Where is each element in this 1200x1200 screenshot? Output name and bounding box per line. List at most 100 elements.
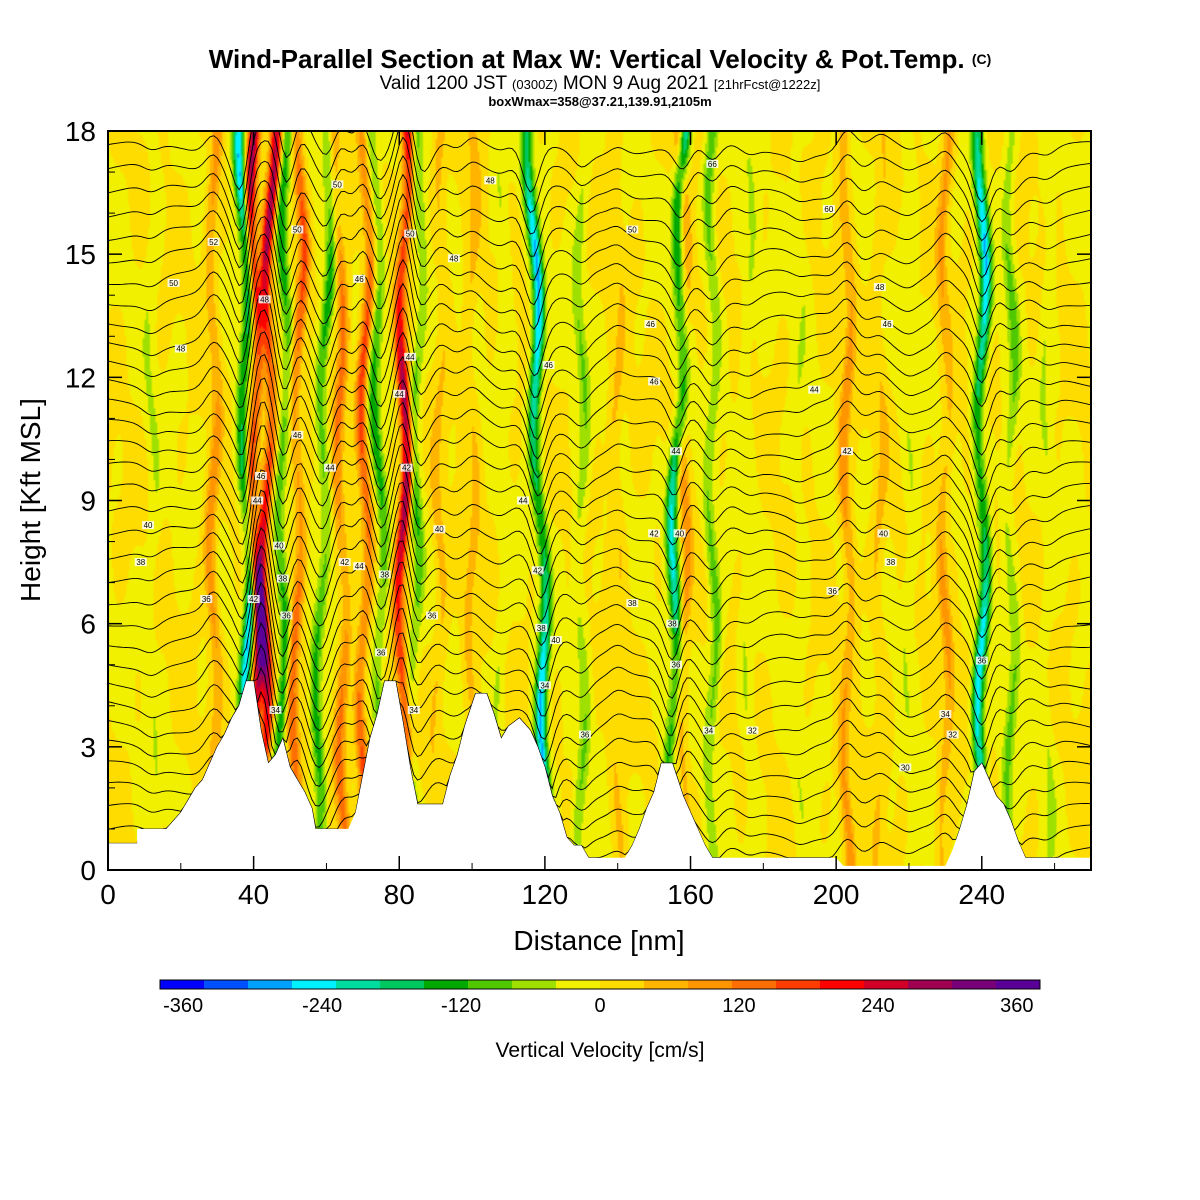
theta-contour-label: 36 xyxy=(669,660,682,670)
svg-text:46: 46 xyxy=(544,361,553,370)
theta-contour-label: 32 xyxy=(946,730,959,740)
theta-contour-label: 42 xyxy=(648,529,661,538)
svg-text:36: 36 xyxy=(672,661,681,670)
colorbar-tick-label: -240 xyxy=(302,995,342,1017)
svg-text:36: 36 xyxy=(977,657,986,666)
theta-contour xyxy=(108,131,1091,203)
svg-text:40: 40 xyxy=(879,529,888,538)
colorbar-swatch xyxy=(820,980,865,989)
colorbar-tick-label: 360 xyxy=(1000,995,1033,1017)
theta-contour xyxy=(108,213,1091,330)
svg-text:42: 42 xyxy=(843,447,852,456)
theta-contour xyxy=(108,173,1091,281)
svg-text:52: 52 xyxy=(209,238,218,247)
theta-contour xyxy=(108,545,1091,671)
theta-contour-label: 44 xyxy=(669,447,682,456)
svg-text:48: 48 xyxy=(875,283,884,292)
svg-text:42: 42 xyxy=(650,529,659,538)
svg-text:42: 42 xyxy=(533,566,542,575)
theta-contour-label: 42 xyxy=(531,566,544,575)
y-axis-label: Height [Kft MSL] xyxy=(15,398,46,602)
theta-contour-label: 34 xyxy=(702,726,715,735)
y-tick-label: 15 xyxy=(65,239,96,270)
colorbar-swatch xyxy=(468,980,513,989)
colorbar-tick-label: 240 xyxy=(861,995,894,1017)
theta-contour-label: 50 xyxy=(626,225,639,235)
colorbar-swatch xyxy=(688,980,733,989)
svg-text:46: 46 xyxy=(646,320,655,329)
theta-contour xyxy=(108,680,1091,811)
theta-contour-label: 44 xyxy=(404,352,417,362)
colorbar-swatch xyxy=(248,980,293,989)
theta-contour-label: 60 xyxy=(822,205,835,214)
svg-text:36: 36 xyxy=(428,611,437,620)
theta-contour-label: 36 xyxy=(280,611,293,620)
theta-contour xyxy=(108,489,1091,601)
chart-title-text: Wind-Parallel Section at Max W: Vertical… xyxy=(208,44,965,74)
colorbar-swatch xyxy=(908,980,953,989)
svg-text:50: 50 xyxy=(406,230,415,239)
colorbar-tick-label: 120 xyxy=(722,995,755,1017)
theta-contour-label: 46 xyxy=(291,430,304,440)
colorbar xyxy=(159,979,1041,990)
svg-text:36: 36 xyxy=(202,595,211,604)
theta-contour-label: 44 xyxy=(393,389,406,399)
theta-contour xyxy=(108,136,1091,242)
theta-contour-label: 32 xyxy=(746,726,759,735)
theta-contour xyxy=(108,666,1091,790)
svg-text:38: 38 xyxy=(278,575,287,584)
svg-text:40: 40 xyxy=(144,521,153,530)
colorbar-swatch xyxy=(160,980,205,989)
svg-text:50: 50 xyxy=(293,226,302,235)
theta-contour-label: 50 xyxy=(404,229,417,239)
theta-contour xyxy=(108,527,1091,647)
svg-text:36: 36 xyxy=(282,611,291,620)
theta-contour xyxy=(108,288,1091,420)
theta-contour xyxy=(108,309,1091,441)
theta-contour-label: 36 xyxy=(375,648,388,657)
theta-contour-label: 38 xyxy=(666,619,679,629)
theta-contour-label: 46 xyxy=(542,361,555,370)
y-tick-label: 3 xyxy=(80,732,96,763)
y-tick-label: 9 xyxy=(80,486,96,517)
svg-text:48: 48 xyxy=(449,254,458,263)
svg-text:60: 60 xyxy=(824,205,833,214)
svg-text:38: 38 xyxy=(628,599,637,608)
colorbar-tick-labels: -360 -240 -120 0 120 240 360 xyxy=(163,995,1033,1017)
theta-contour-label: 48 xyxy=(258,295,271,304)
theta-contour xyxy=(108,401,1091,524)
svg-text:32: 32 xyxy=(748,726,757,735)
theta-contour xyxy=(108,155,1091,260)
svg-text:40: 40 xyxy=(675,529,684,538)
colorbar-tick-label: -360 xyxy=(163,995,203,1017)
theta-contour-label: 42 xyxy=(338,558,351,567)
terrain-mask xyxy=(108,681,1091,870)
y-tick-label: 0 xyxy=(80,855,96,886)
theta-contour xyxy=(108,269,1091,399)
svg-text:40: 40 xyxy=(275,542,284,551)
forecast-info: [21hrFcst@1222z] xyxy=(713,77,821,92)
svg-text:36: 36 xyxy=(580,731,589,740)
y-tick-label: 12 xyxy=(65,362,96,393)
theta-contour xyxy=(108,353,1091,480)
svg-text:40: 40 xyxy=(551,636,560,645)
theta-contour-label: 66 xyxy=(706,159,719,169)
theta-contour-label: 36 xyxy=(826,586,839,596)
colorbar-swatch xyxy=(380,980,425,989)
colorbar-swatch xyxy=(336,980,381,989)
svg-text:46: 46 xyxy=(293,431,302,440)
svg-text:34: 34 xyxy=(941,710,950,719)
svg-text:38: 38 xyxy=(380,570,389,579)
colorbar-label: Vertical Velocity [cm/s] xyxy=(496,1039,705,1062)
theta-contour xyxy=(108,331,1091,460)
svg-text:34: 34 xyxy=(409,706,418,715)
svg-text:44: 44 xyxy=(519,497,528,506)
chart-title: Wind-Parallel Section at Max W: Vertical… xyxy=(0,44,1200,74)
svg-text:44: 44 xyxy=(326,464,335,473)
theta-contour-label: 42 xyxy=(247,595,260,604)
colorbar-swatch xyxy=(732,980,777,989)
svg-text:44: 44 xyxy=(406,353,415,362)
theta-contour-label: 46 xyxy=(648,377,661,386)
colorbar-frame xyxy=(159,979,1041,990)
svg-text:38: 38 xyxy=(886,558,895,567)
